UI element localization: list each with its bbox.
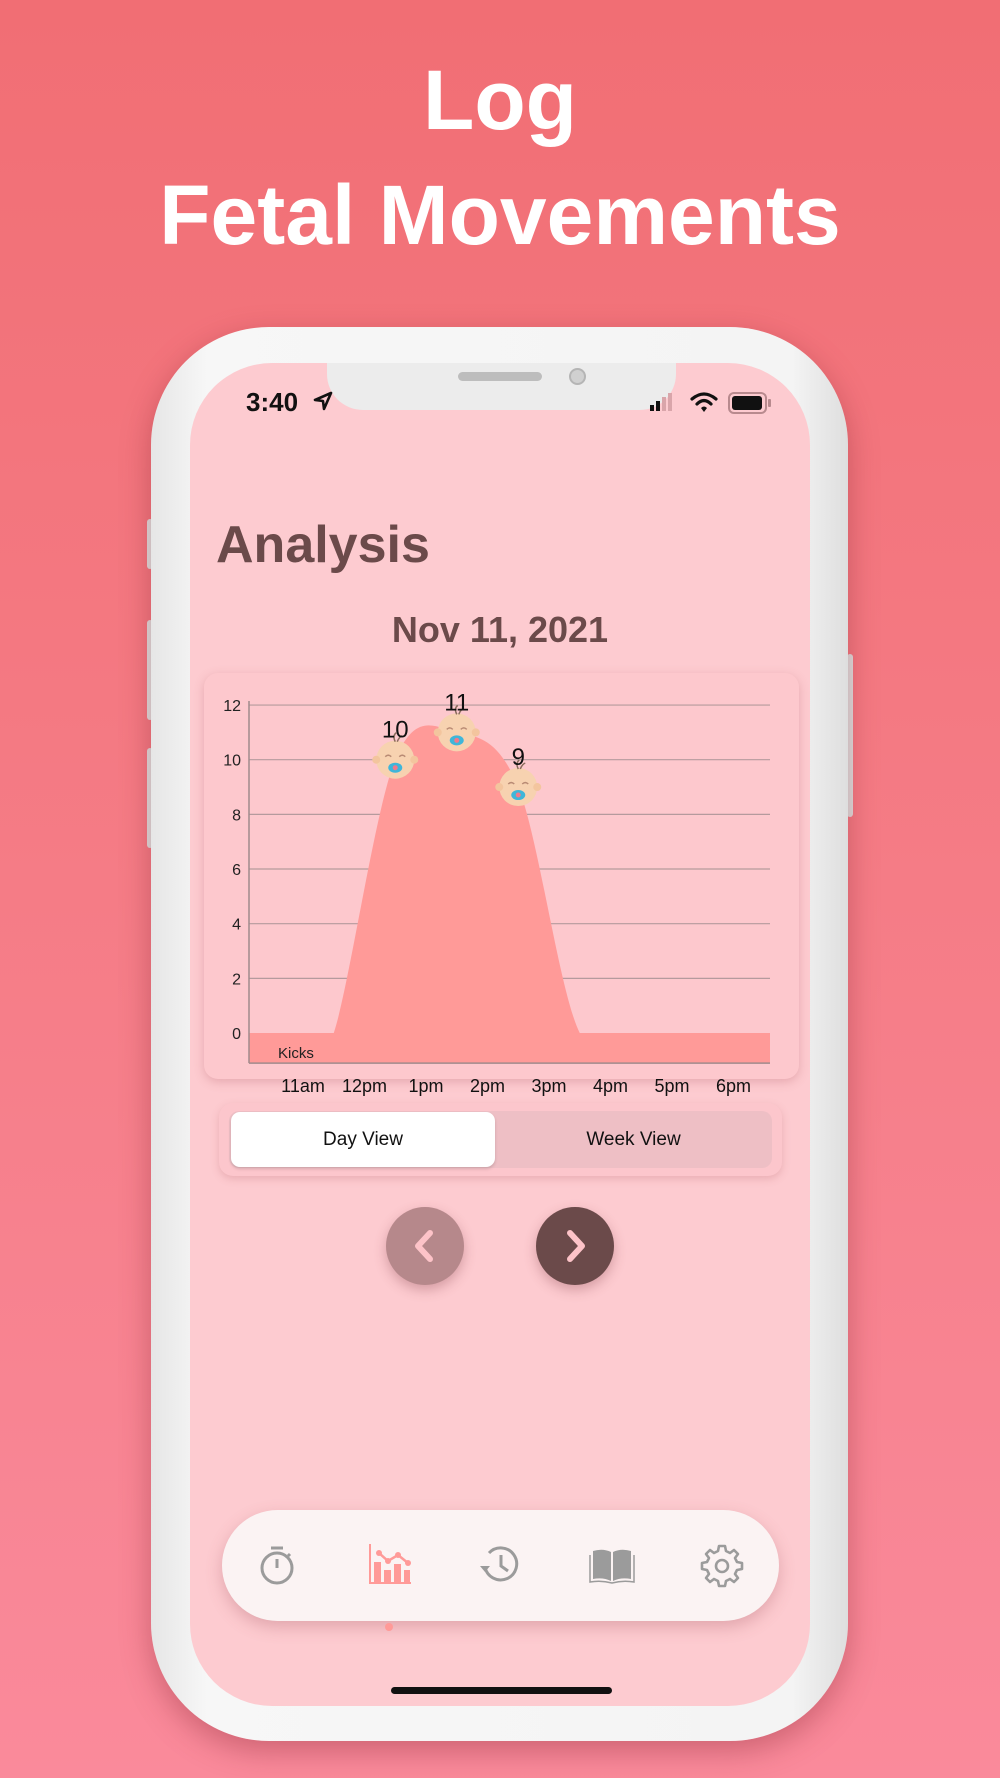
tab-learn[interactable] bbox=[587, 1539, 637, 1589]
tab-analysis[interactable] bbox=[364, 1539, 414, 1631]
next-button[interactable] bbox=[536, 1207, 614, 1285]
x-tick-label: 5pm bbox=[654, 1076, 689, 1096]
volume-up-button bbox=[147, 620, 153, 720]
active-tab-indicator bbox=[385, 1623, 393, 1631]
baby-face-icon bbox=[433, 704, 480, 752]
power-button bbox=[847, 654, 853, 817]
data-label: 9 bbox=[512, 744, 525, 771]
x-tick-label: 4pm bbox=[593, 1076, 628, 1096]
battery-icon bbox=[728, 392, 771, 414]
headline-line2: Fetal Movements bbox=[159, 168, 841, 262]
signal-icon bbox=[650, 393, 672, 411]
chart-icon bbox=[369, 1544, 411, 1584]
notch bbox=[327, 363, 676, 410]
home-indicator bbox=[391, 1687, 612, 1694]
tab-bar bbox=[222, 1510, 779, 1631]
previous-button[interactable] bbox=[386, 1207, 464, 1285]
y-tick-label: 10 bbox=[223, 753, 241, 770]
baby-face-icon bbox=[372, 732, 419, 779]
headline-line1: Log bbox=[423, 53, 577, 147]
data-label: 11 bbox=[444, 689, 469, 716]
y-tick-label: 12 bbox=[223, 698, 241, 715]
week-view-tab[interactable]: Week View bbox=[586, 1129, 681, 1150]
camera bbox=[569, 368, 586, 385]
legend-label: Kicks bbox=[278, 1045, 314, 1062]
x-tick-label: 6pm bbox=[716, 1076, 751, 1096]
location-arrow-icon bbox=[313, 391, 333, 411]
y-tick-label: 0 bbox=[232, 1026, 241, 1043]
y-tick-label: 8 bbox=[232, 807, 241, 824]
view-toggle: Day View Week View bbox=[219, 1103, 782, 1176]
y-tick-label: 4 bbox=[232, 917, 241, 934]
day-view-tab[interactable]: Day View bbox=[231, 1112, 495, 1167]
tab-timer[interactable] bbox=[252, 1539, 302, 1589]
date-label: Nov 11, 2021 bbox=[391, 609, 609, 650]
x-tick-label: 2pm bbox=[470, 1076, 505, 1096]
status-time: 3:40 bbox=[246, 387, 299, 417]
book-icon bbox=[589, 1549, 635, 1584]
kicks-area bbox=[249, 725, 770, 1064]
history-icon bbox=[480, 1546, 519, 1582]
gear-icon bbox=[700, 1544, 744, 1588]
mute-switch bbox=[147, 519, 153, 569]
tab-history[interactable] bbox=[475, 1539, 525, 1589]
y-tick-label: 6 bbox=[232, 862, 241, 879]
y-tick-label: 2 bbox=[232, 971, 241, 988]
baby-face-icon bbox=[495, 759, 542, 807]
x-tick-label: 12pm bbox=[342, 1076, 387, 1096]
wifi-icon bbox=[690, 392, 718, 412]
speaker bbox=[458, 372, 542, 381]
legend-swatch bbox=[258, 1046, 271, 1059]
chevron-right-icon bbox=[567, 1230, 585, 1262]
chevron-left-icon bbox=[415, 1230, 433, 1262]
page-title: Analysis bbox=[216, 516, 430, 574]
stopwatch-icon bbox=[260, 1546, 294, 1585]
data-label: 10 bbox=[382, 717, 409, 744]
volume-down-button bbox=[147, 748, 153, 848]
x-tick-label: 1pm bbox=[408, 1076, 443, 1096]
tab-settings[interactable] bbox=[697, 1539, 747, 1589]
x-tick-label: 3pm bbox=[531, 1076, 566, 1096]
app-screen: 3:40 Analysis Nov 11, 2021 0 2 4 6 8 10 12 11am… bbox=[190, 363, 810, 1706]
x-tick-label: 11am bbox=[281, 1076, 325, 1096]
kicks-chart: 0 2 4 6 8 10 12 11am 12pm 1pm 2pm 3pm 4pm 5pm 6pm 10 11 9… bbox=[223, 689, 770, 1096]
